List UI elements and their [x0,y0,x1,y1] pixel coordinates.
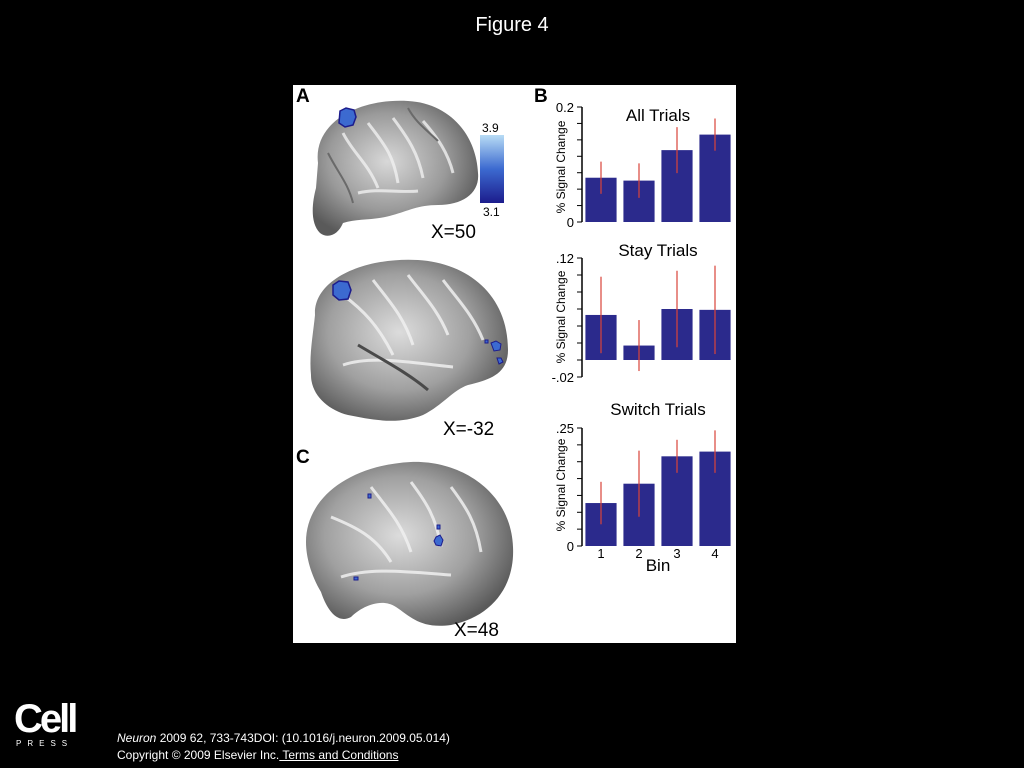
slide-title: Figure 4 [475,14,549,36]
chart-3-title: Switch Trials [610,400,705,419]
cell-press-logo: Cell PRESS [14,697,84,748]
chart-1-ytick-label-max: 0.2 [556,100,574,115]
chart-1-ytick-label-min: 0 [567,215,574,230]
citation: Neuron 2009 62, 733-743DOI: (10.1016/j.n… [117,730,450,764]
chart-2-ylabel: % Signal Change [554,270,568,363]
terms-link[interactable]: Terms and Conditions [279,748,399,762]
chart-2-title: Stay Trials [618,241,697,260]
chart-3-ytick-label-max: .25 [556,421,574,436]
chart-3-xtick-label-2: 2 [635,546,642,561]
brain-slice-x-32 [310,259,508,421]
coord-label-x-32: X=-32 [443,419,495,440]
panel-c-label: C [296,447,310,468]
copyright-text: Copyright © 2009 Elsevier Inc. [117,748,280,762]
chart-3-xlabel: Bin [646,556,671,575]
colorbar [480,135,504,203]
colorbar-min-label: 3.1 [483,205,500,219]
logo-sub: PRESS [16,739,74,748]
chart-3-xtick-label-3: 3 [673,546,680,561]
chart-3-xtick-label-4: 4 [711,546,718,561]
citation-details: 2009 62, 733-743DOI: (10.1016/j.neuron.2… [156,731,450,745]
panel-a-label: A [296,86,310,107]
coord-label-x50: X=50 [431,222,476,243]
chart-3-ytick-label-min: 0 [567,539,574,554]
brain-slice-x48 [306,461,514,626]
chart-3-xtick-label-1: 1 [597,546,604,561]
chart-2-ytick-label-max: .12 [556,251,574,266]
coord-label-x48: X=48 [454,620,499,641]
figure-panel: A B C X=50 3.9 3.1 [293,85,736,643]
chart-1-title: All Trials [626,106,690,125]
chart-3-ylabel: % Signal Change [554,438,568,531]
bar-charts: All Trials 0 0.2 % Signal Change Stay Trials… [552,100,731,575]
chart-2-ytick-label-min: -.02 [552,370,574,385]
brain-slice-x50 [312,100,479,236]
panel-b-label: B [534,86,548,107]
colorbar-max-label: 3.9 [482,121,499,135]
chart-1-ylabel: % Signal Change [554,120,568,213]
citation-journal: Neuron [117,731,157,745]
logo-word: Cell [14,697,78,741]
